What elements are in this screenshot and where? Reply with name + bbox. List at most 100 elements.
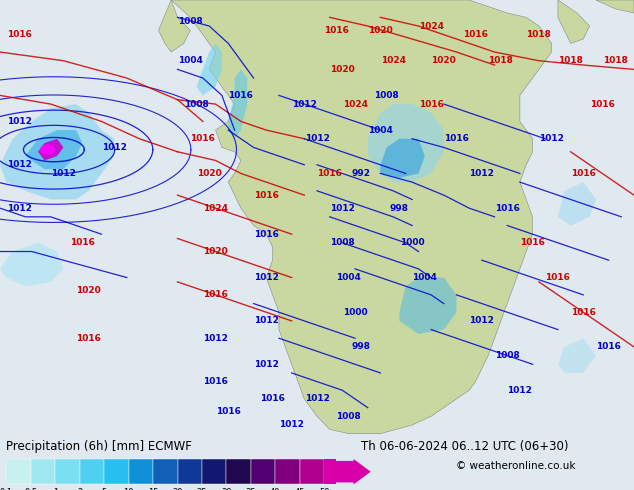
Bar	[55, 459, 80, 484]
Text: 1020: 1020	[431, 56, 456, 65]
Bar	[251, 459, 275, 484]
Polygon shape	[38, 139, 63, 160]
Text: 1012: 1012	[101, 143, 127, 152]
Bar	[178, 459, 202, 484]
Text: 1008: 1008	[374, 91, 399, 100]
Text: 1012: 1012	[203, 334, 228, 343]
Text: 1012: 1012	[330, 204, 355, 213]
Text: 1012: 1012	[469, 169, 495, 178]
Polygon shape	[171, 0, 552, 434]
Text: 35: 35	[245, 488, 256, 490]
Text: 1012: 1012	[507, 386, 533, 395]
Polygon shape	[558, 182, 596, 225]
Text: 1016: 1016	[203, 291, 228, 299]
Text: 1016: 1016	[463, 30, 488, 39]
Text: 1018: 1018	[602, 56, 628, 65]
Bar	[324, 459, 337, 484]
Bar	[153, 459, 178, 484]
Text: 1000: 1000	[343, 308, 367, 317]
Polygon shape	[596, 0, 634, 13]
Text: 40: 40	[270, 488, 281, 490]
Text: 1016: 1016	[545, 273, 571, 282]
Text: 1012: 1012	[6, 117, 32, 126]
Text: 1008: 1008	[330, 238, 355, 247]
Text: 1016: 1016	[6, 30, 32, 39]
Text: 992: 992	[352, 169, 371, 178]
Text: 1016: 1016	[260, 394, 285, 403]
Text: 1012: 1012	[304, 134, 330, 143]
Text: 1004: 1004	[178, 56, 203, 65]
Text: 1016: 1016	[317, 169, 342, 178]
Text: 1004: 1004	[336, 273, 361, 282]
Text: 1016: 1016	[571, 308, 596, 317]
Text: 1008: 1008	[495, 351, 520, 360]
Bar	[80, 459, 104, 484]
Text: 10: 10	[124, 488, 134, 490]
Bar	[275, 459, 300, 484]
Text: 1016: 1016	[76, 334, 101, 343]
Text: 1012: 1012	[539, 134, 564, 143]
Bar	[202, 459, 226, 484]
Text: 15: 15	[148, 488, 158, 490]
Text: 1018: 1018	[488, 56, 514, 65]
Text: 1012: 1012	[254, 317, 279, 325]
Text: 1016: 1016	[190, 134, 216, 143]
Text: 1024: 1024	[418, 22, 444, 30]
Text: 1012: 1012	[469, 317, 495, 325]
Bar	[104, 459, 129, 484]
Text: 1016: 1016	[216, 408, 241, 416]
Text: 1024: 1024	[380, 56, 406, 65]
Text: 1012: 1012	[254, 360, 279, 369]
Text: 1016: 1016	[520, 238, 545, 247]
Text: 1016: 1016	[571, 169, 596, 178]
Text: 1018: 1018	[558, 56, 583, 65]
Polygon shape	[399, 277, 456, 334]
Text: 1012: 1012	[6, 204, 32, 213]
Bar	[6, 459, 31, 484]
Text: 20: 20	[172, 488, 183, 490]
Circle shape	[40, 145, 55, 155]
Polygon shape	[158, 0, 190, 52]
Bar	[129, 459, 153, 484]
Text: 1016: 1016	[323, 26, 349, 35]
Bar	[31, 459, 55, 484]
Text: 1018: 1018	[526, 30, 552, 39]
Polygon shape	[0, 243, 63, 286]
Text: 1012: 1012	[254, 273, 279, 282]
FancyArrow shape	[332, 459, 371, 484]
Text: 0.1: 0.1	[0, 488, 13, 490]
Text: 1016: 1016	[228, 91, 254, 100]
Text: 25: 25	[197, 488, 207, 490]
Polygon shape	[558, 0, 590, 44]
Bar	[226, 459, 251, 484]
Text: 1024: 1024	[203, 204, 228, 213]
Text: 1016: 1016	[590, 99, 615, 109]
Bar	[300, 459, 324, 484]
Text: 45: 45	[295, 488, 305, 490]
Text: 30: 30	[221, 488, 232, 490]
Text: 50: 50	[319, 488, 330, 490]
Text: 998: 998	[390, 204, 409, 213]
Text: 1020: 1020	[203, 247, 228, 256]
Text: 5: 5	[101, 488, 107, 490]
Text: 1012: 1012	[304, 394, 330, 403]
Text: 1016: 1016	[418, 99, 444, 109]
Text: 1020: 1020	[368, 26, 393, 35]
Polygon shape	[368, 104, 444, 182]
Text: 1020: 1020	[330, 65, 355, 74]
Text: 1016: 1016	[444, 134, 469, 143]
Text: 1016: 1016	[70, 238, 95, 247]
Polygon shape	[25, 130, 82, 169]
Text: 1020: 1020	[197, 169, 222, 178]
Text: 1012: 1012	[292, 99, 317, 109]
Text: 1016: 1016	[254, 230, 279, 239]
Text: 1008: 1008	[184, 99, 209, 109]
Text: 1008: 1008	[336, 412, 361, 421]
Text: © weatheronline.co.uk: © weatheronline.co.uk	[456, 461, 576, 471]
Text: 2: 2	[77, 488, 82, 490]
Text: Precipitation (6h) [mm] ECMWF: Precipitation (6h) [mm] ECMWF	[6, 441, 192, 453]
Text: 1004: 1004	[368, 125, 393, 135]
Text: 1008: 1008	[178, 17, 203, 26]
Text: 1016: 1016	[596, 343, 621, 351]
Polygon shape	[380, 139, 425, 178]
